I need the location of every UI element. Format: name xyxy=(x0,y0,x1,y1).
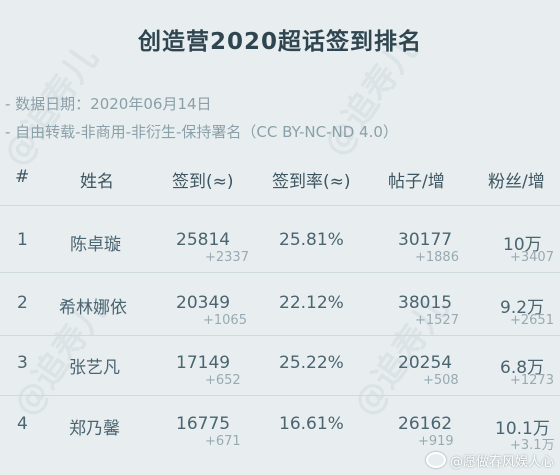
rank-cell: 3 xyxy=(17,353,28,373)
rate-cell: 25.81% xyxy=(279,230,344,250)
fans-delta: +1273 xyxy=(510,373,554,388)
weibo-icon xyxy=(425,452,446,468)
divider xyxy=(0,205,560,206)
checkins-cell: 17149 xyxy=(176,353,231,373)
fans-cell: 9.2万 xyxy=(500,298,545,318)
checkins-cell: 16775 xyxy=(176,414,231,434)
divider xyxy=(0,395,560,396)
rate-cell: 16.61% xyxy=(279,414,344,434)
checkins-cell: 25814 xyxy=(176,230,231,250)
fans-delta: +2651 xyxy=(510,313,554,328)
rank-cell: 4 xyxy=(17,414,28,434)
data-date: - 数据日期：2020年06月14日 xyxy=(5,95,212,113)
posts-delta: +1886 xyxy=(415,250,459,265)
rank-cell: 1 xyxy=(17,230,28,250)
divider xyxy=(0,272,560,273)
divider xyxy=(0,335,560,336)
col-header-rank: # xyxy=(15,167,30,187)
fans-cell: 6.8万 xyxy=(500,358,545,378)
weibo-credit-text: @愿做春风娱人心 xyxy=(449,455,554,470)
checkins-delta: +1065 xyxy=(203,313,247,328)
posts-cell: 30177 xyxy=(398,230,453,250)
col-header-name: 姓名 xyxy=(80,172,114,192)
name-cell: 张艺凡 xyxy=(69,358,120,378)
rate-cell: 22.12% xyxy=(279,293,344,313)
rate-cell: 25.22% xyxy=(279,353,344,373)
checkins-delta: +2337 xyxy=(205,250,249,265)
col-header-posts: 帖子/增 xyxy=(388,172,445,192)
checkins-cell: 20349 xyxy=(176,293,231,313)
col-header-fans: 粉丝/增 xyxy=(488,172,545,192)
name-cell: 希林娜依 xyxy=(59,298,127,318)
posts-cell: 20254 xyxy=(398,353,453,373)
fans-cell: 10万 xyxy=(503,235,542,255)
name-cell: 郑乃馨 xyxy=(69,419,120,439)
license-note: - 自由转载-非商用-非衍生-保持署名（CC BY-NC-ND 4.0） xyxy=(5,123,398,141)
name-cell: 陈卓璇 xyxy=(70,235,121,255)
posts-delta: +919 xyxy=(418,434,454,449)
posts-delta: +508 xyxy=(423,373,459,388)
col-header-checkins: 签到(≈) xyxy=(172,172,234,192)
posts-cell: 26162 xyxy=(398,414,453,434)
checkins-delta: +652 xyxy=(205,373,241,388)
fans-cell: 10.1万 xyxy=(495,419,550,439)
page-title: 创造营2020超话签到排名 xyxy=(137,29,422,55)
col-header-rate: 签到率(≈) xyxy=(272,172,351,192)
fans-delta: +3407 xyxy=(510,250,554,265)
posts-delta: +1527 xyxy=(415,313,459,328)
weibo-credit: @愿做春风娱人心 xyxy=(425,451,554,470)
posts-cell: 38015 xyxy=(398,293,453,313)
checkins-delta: +671 xyxy=(205,434,241,449)
fans-delta: +3.1万 xyxy=(510,438,555,453)
rank-cell: 2 xyxy=(17,293,28,313)
